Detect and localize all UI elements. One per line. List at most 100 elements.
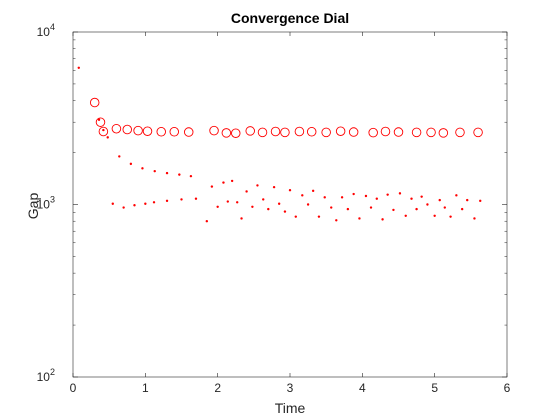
- data-point-dot: [311, 189, 315, 193]
- data-point-dot: [301, 194, 304, 197]
- data-point-circle: [95, 117, 106, 127]
- data-point-circle: [133, 125, 143, 136]
- data-point-dot: [415, 207, 418, 211]
- data-point-dot: [381, 218, 384, 221]
- data-point-dot: [102, 128, 105, 132]
- data-point-dot: [194, 197, 198, 200]
- data-point-circle: [209, 125, 219, 136]
- data-point-dot: [262, 198, 265, 201]
- data-point-dot: [106, 136, 109, 139]
- data-point-dot: [473, 217, 476, 220]
- data-point-dot: [111, 202, 114, 205]
- data-point-dot: [165, 199, 169, 203]
- data-point-dot: [398, 192, 402, 195]
- data-point-dot: [240, 217, 243, 220]
- data-point-dot: [230, 179, 234, 183]
- data-point-dot: [189, 174, 193, 178]
- data-point-dot: [245, 190, 248, 193]
- data-point-dot: [455, 194, 458, 197]
- data-point-dot: [404, 214, 407, 217]
- data-point-circle: [306, 127, 317, 137]
- data-point-dot: [479, 199, 482, 203]
- data-point-circle: [221, 128, 232, 138]
- data-point-circle: [270, 126, 281, 137]
- data-point-dot: [392, 208, 395, 212]
- y-tick-label: 104: [37, 22, 55, 39]
- x-tick-label: 3: [287, 381, 294, 395]
- axes-box: [72, 31, 508, 378]
- data-point-dot: [420, 195, 423, 198]
- data-point-circle: [411, 127, 422, 138]
- data-point-dot: [294, 215, 297, 218]
- data-point-circle: [280, 127, 290, 138]
- data-point-circle: [368, 127, 378, 138]
- data-point-circle: [142, 126, 153, 136]
- data-point-dot: [97, 118, 101, 121]
- data-point-circle: [335, 126, 346, 136]
- data-point-dot: [283, 210, 287, 213]
- x-tick-label: 4: [359, 381, 366, 395]
- data-point-circle: [245, 126, 255, 136]
- x-tick-label: 5: [431, 381, 438, 395]
- data-point-dot: [77, 66, 80, 70]
- data-point-dot: [410, 197, 413, 200]
- data-point-dot: [133, 204, 136, 207]
- data-point-dot: [141, 167, 144, 170]
- data-point-dot: [433, 214, 436, 217]
- data-point-circle: [98, 126, 109, 137]
- data-point-circle: [455, 127, 465, 138]
- x-axis-label: Time: [275, 400, 306, 416]
- data-point-circle: [438, 128, 449, 138]
- data-point-dot: [235, 201, 239, 204]
- data-point-dot: [375, 197, 378, 200]
- data-point-dot: [222, 181, 225, 184]
- data-point-dot: [369, 206, 373, 209]
- data-point-dot: [165, 171, 169, 175]
- data-point-dot: [251, 205, 254, 208]
- data-point-dot: [144, 202, 147, 205]
- data-point-dot: [226, 200, 229, 203]
- data-point-dot: [426, 203, 429, 206]
- data-point-circle: [348, 127, 359, 137]
- data-point-dot: [449, 215, 452, 218]
- data-point-dot: [323, 196, 326, 199]
- data-point-dot: [210, 185, 214, 188]
- data-point-dot: [386, 193, 389, 196]
- data-point-dot: [358, 217, 361, 220]
- data-point-dot: [216, 205, 219, 208]
- data-point-dot: [122, 206, 125, 209]
- x-tick-label: 1: [142, 381, 149, 395]
- data-point-dot: [335, 219, 338, 222]
- chart-title: Convergence Dial: [231, 10, 349, 26]
- plot-area: [73, 32, 507, 377]
- data-point-dot: [129, 162, 133, 166]
- data-point-dot: [443, 206, 446, 209]
- data-point-dot: [330, 206, 333, 209]
- data-point-dot: [152, 201, 156, 204]
- data-point-dot: [460, 207, 464, 211]
- y-axis-label: Gap: [25, 193, 41, 220]
- data-point-circle: [122, 124, 132, 135]
- data-point-dot: [340, 196, 344, 199]
- data-point-dot: [118, 155, 121, 158]
- data-marks: [77, 66, 483, 223]
- data-point-circle: [183, 127, 194, 137]
- axis-ticks: 0 1 2 3 4 5 6 102 103 104: [37, 22, 511, 395]
- data-point-dot: [178, 173, 181, 176]
- data-point-dot: [153, 169, 156, 173]
- data-point-circle: [321, 127, 331, 138]
- data-point-dot: [306, 203, 310, 206]
- data-point-circle: [89, 97, 100, 108]
- data-point-circle: [294, 126, 305, 137]
- data-point-dot: [466, 198, 469, 202]
- data-point-dot: [438, 198, 441, 202]
- data-point-dot: [180, 198, 183, 201]
- data-point-circle: [473, 127, 483, 138]
- data-point-circle: [257, 127, 268, 138]
- data-point-dot: [256, 184, 259, 187]
- x-tick-label: 2: [214, 381, 221, 395]
- data-point-circle: [169, 127, 180, 137]
- data-point-circle: [156, 127, 166, 137]
- data-point-circle: [380, 126, 391, 137]
